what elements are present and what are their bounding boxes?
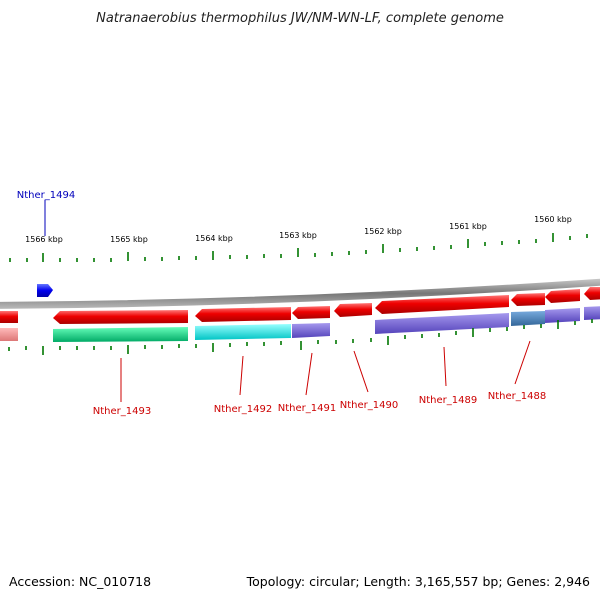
gene-labels: Nther_1493 Nther_1492 Nther_1491 Nther_1… <box>93 391 546 417</box>
accession-text: Accession: NC_010718 <box>9 574 151 589</box>
gene-label-nther-1491[interactable]: Nther_1491 <box>278 403 336 414</box>
gene-arrow-nther-1489[interactable] <box>375 295 509 314</box>
inner-scale-ticks <box>8 319 593 355</box>
gene-arrow-nther-1493[interactable] <box>53 310 188 324</box>
outer-scale-ticks <box>9 233 588 262</box>
scale-label-1565: 1565 kbp <box>110 235 148 244</box>
gene-arrow-nther-1494[interactable] <box>37 284 53 297</box>
scale-label-1561: 1561 kbp <box>449 222 487 231</box>
gene-arrow-nther-1490[interactable] <box>334 303 372 317</box>
gene-arrow-nther-1492[interactable] <box>195 307 291 322</box>
scale-label-1562: 1562 kbp <box>364 227 402 236</box>
map-title: Natranaerobius thermophilus JW/NM-WN-LF,… <box>96 11 504 26</box>
feature-bar-next-2[interactable] <box>584 306 600 320</box>
gene-label-nther-1493[interactable]: Nther_1493 <box>93 406 151 417</box>
feature-bar-nther-1489[interactable] <box>375 313 509 334</box>
gene-leader-nther-1491 <box>305 352 313 396</box>
gene-label-nther-1490[interactable]: Nther_1490 <box>340 400 398 411</box>
gene-arrow-partial-left[interactable] <box>0 311 18 323</box>
genome-summary-text: Topology: circular; Length: 3,165,557 bp… <box>246 574 590 589</box>
gene-label-nther-1489[interactable]: Nther_1489 <box>419 395 477 406</box>
feature-bar-nther-1493[interactable] <box>53 327 188 342</box>
feature-bar-partial-left[interactable] <box>0 328 18 341</box>
gene-arrow-nther-1488[interactable] <box>511 293 545 306</box>
gene-leader-nther-1490 <box>353 350 369 393</box>
gene-arrow-next-1[interactable] <box>545 289 580 303</box>
scale-labels: 1566 kbp 1565 kbp 1564 kbp 1563 kbp 1562… <box>25 215 572 244</box>
scale-label-1563: 1563 kbp <box>279 231 317 240</box>
gene-arrow-next-2[interactable] <box>584 287 600 300</box>
reverse-strand-genes <box>0 287 600 324</box>
feature-bar-next-1[interactable] <box>545 308 580 323</box>
feature-bars <box>0 306 600 342</box>
gene-leader-lines <box>120 340 531 402</box>
gene-leader-nther-1489 <box>443 346 447 387</box>
gene-label-nther-1488[interactable]: Nther_1488 <box>488 391 546 402</box>
gene-leader-nther-1492 <box>239 355 244 396</box>
feature-bar-nther-1492[interactable] <box>195 324 291 340</box>
scale-label-1566: 1566 kbp <box>25 235 63 244</box>
gene-label-nther-1492[interactable]: Nther_1492 <box>214 404 272 415</box>
gene-label-nther-1494[interactable]: Nther_1494 <box>17 190 75 201</box>
gene-leader-nther-1488 <box>514 340 531 385</box>
scale-label-1564: 1564 kbp <box>195 234 233 243</box>
scale-label-1560: 1560 kbp <box>534 215 572 224</box>
feature-bar-nther-1488[interactable] <box>511 311 545 326</box>
feature-bar-nther-1491[interactable] <box>292 323 330 338</box>
genome-backbone <box>0 278 600 309</box>
gene-arrow-nther-1491[interactable] <box>292 306 330 319</box>
